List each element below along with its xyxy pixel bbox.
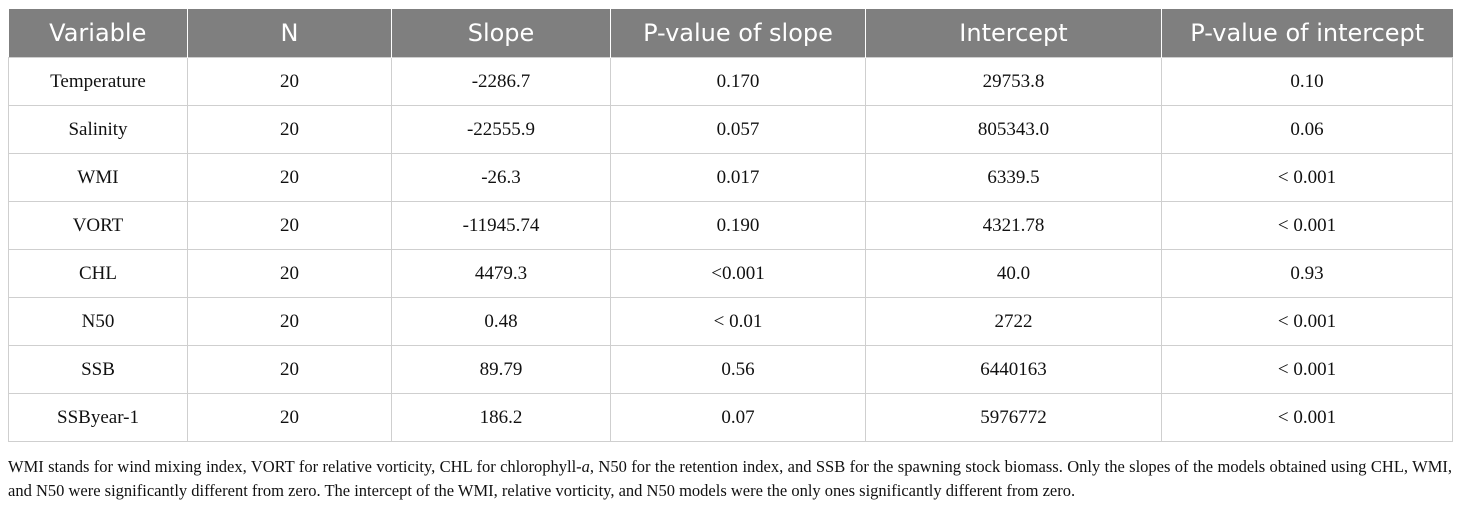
table-footnote: WMI stands for wind mixing index, VORT f… (8, 455, 1452, 503)
cell-variable: Temperature (8, 57, 188, 106)
header-n: N (187, 9, 392, 58)
cell-variable: CHL (8, 249, 188, 298)
cell-p-value-slope: <0.001 (610, 249, 866, 298)
header-row: Variable N Slope P-value of slope Interc… (8, 9, 1453, 58)
cell-intercept: 40.0 (865, 249, 1162, 298)
cell-slope: 89.79 (391, 345, 611, 394)
cell-variable: WMI (8, 153, 188, 202)
cell-intercept: 29753.8 (865, 57, 1162, 106)
cell-slope: -11945.74 (391, 201, 611, 250)
cell-p-value-slope: < 0.01 (610, 297, 866, 346)
cell-p-value-intercept: 0.10 (1161, 57, 1453, 106)
cell-slope: 0.48 (391, 297, 611, 346)
results-table-container: Variable N Slope P-value of slope Interc… (8, 9, 1453, 442)
cell-variable: N50 (8, 297, 188, 346)
footnote-italic: a (581, 457, 590, 476)
cell-n: 20 (187, 201, 392, 250)
cell-n: 20 (187, 105, 392, 154)
header-p-value-slope: P-value of slope (610, 9, 866, 58)
footnote-text-end: , N50 for the retention index, and SSB f… (8, 457, 1452, 500)
header-slope: Slope (391, 9, 611, 58)
table-row: WMI 20 -26.3 0.017 6339.5 < 0.001 (8, 153, 1453, 202)
cell-intercept: 6440163 (865, 345, 1162, 394)
header-intercept: Intercept (865, 9, 1162, 58)
cell-variable: SSB (8, 345, 188, 394)
cell-p-value-intercept: < 0.001 (1161, 297, 1453, 346)
header-p-value-intercept: P-value of intercept (1161, 9, 1453, 58)
cell-p-value-slope: 0.170 (610, 57, 866, 106)
table-row: VORT 20 -11945.74 0.190 4321.78 < 0.001 (8, 201, 1453, 250)
footnote-text-start: WMI stands for wind mixing index, VORT f… (8, 457, 582, 476)
table-row: CHL 20 4479.3 <0.001 40.0 0.93 (8, 249, 1453, 298)
cell-intercept: 2722 (865, 297, 1162, 346)
cell-p-value-intercept: < 0.001 (1161, 153, 1453, 202)
results-table: Variable N Slope P-value of slope Interc… (8, 9, 1453, 442)
cell-slope: 4479.3 (391, 249, 611, 298)
cell-n: 20 (187, 249, 392, 298)
cell-p-value-intercept: 0.06 (1161, 105, 1453, 154)
cell-slope: -2286.7 (391, 57, 611, 106)
cell-p-value-intercept: 0.93 (1161, 249, 1453, 298)
cell-p-value-slope: 0.56 (610, 345, 866, 394)
cell-slope: 186.2 (391, 393, 611, 442)
cell-intercept: 4321.78 (865, 201, 1162, 250)
cell-n: 20 (187, 57, 392, 106)
cell-n: 20 (187, 393, 392, 442)
cell-p-value-intercept: < 0.001 (1161, 345, 1453, 394)
cell-variable: SSByear-1 (8, 393, 188, 442)
cell-intercept: 6339.5 (865, 153, 1162, 202)
cell-slope: -26.3 (391, 153, 611, 202)
cell-n: 20 (187, 297, 392, 346)
cell-variable: Salinity (8, 105, 188, 154)
cell-intercept: 5976772 (865, 393, 1162, 442)
table-row: N50 20 0.48 < 0.01 2722 < 0.001 (8, 297, 1453, 346)
cell-n: 20 (187, 345, 392, 394)
cell-p-value-slope: 0.190 (610, 201, 866, 250)
cell-intercept: 805343.0 (865, 105, 1162, 154)
cell-variable: VORT (8, 201, 188, 250)
table-row: SSByear-1 20 186.2 0.07 5976772 < 0.001 (8, 393, 1453, 442)
cell-p-value-intercept: < 0.001 (1161, 393, 1453, 442)
cell-n: 20 (187, 153, 392, 202)
table-body: Temperature 20 -2286.7 0.170 29753.8 0.10 Sali… (8, 57, 1453, 442)
table-row: Temperature 20 -2286.7 0.170 29753.8 0.10 (8, 57, 1453, 106)
cell-slope: -22555.9 (391, 105, 611, 154)
cell-p-value-slope: 0.057 (610, 105, 866, 154)
cell-p-value-slope: 0.07 (610, 393, 866, 442)
cell-p-value-slope: 0.017 (610, 153, 866, 202)
table-row: SSB 20 89.79 0.56 6440163 < 0.001 (8, 345, 1453, 394)
table-row: Salinity 20 -22555.9 0.057 805343.0 0.06 (8, 105, 1453, 154)
header-variable: Variable (8, 9, 188, 58)
cell-p-value-intercept: < 0.001 (1161, 201, 1453, 250)
